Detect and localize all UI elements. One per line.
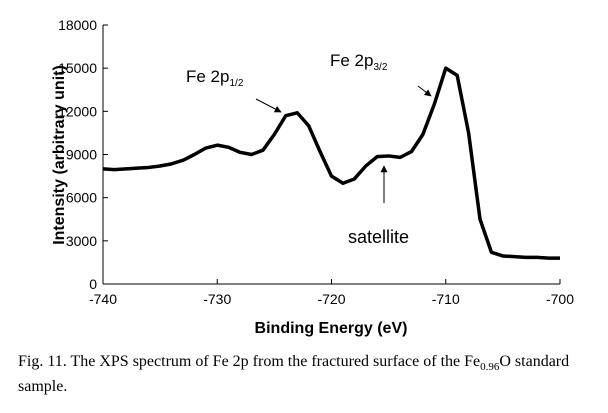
x-tick-label: -710	[432, 291, 460, 307]
chart: Intensity (arbitrary unit) Binding Energ…	[51, 17, 574, 337]
annotation: satellite	[348, 227, 409, 247]
y-tick-label: 3000	[66, 233, 97, 249]
y-tick-label: 9000	[66, 147, 97, 163]
x-tick-label: -720	[317, 291, 345, 307]
y-tick-label: 6000	[66, 190, 97, 206]
caption-subscript: 0.96	[480, 361, 500, 374]
annotation-subscript: 3/2	[373, 62, 387, 73]
y-tick-label: 15000	[58, 60, 97, 76]
annotation-text: Fe 2p	[330, 51, 373, 70]
annotation-arrow	[255, 98, 282, 113]
caption: Fig. 11. The XPS spectrum of Fe 2p from …	[18, 352, 603, 397]
annotation: Fe 2p1/2	[186, 67, 244, 89]
data-line	[102, 66, 560, 260]
x-axis-label: Binding Energy (eV)	[255, 320, 408, 337]
caption-text: Fig. 11. The XPS spectrum of Fe 2p from …	[18, 353, 481, 370]
annotation-subscript: 1/2	[229, 78, 243, 89]
x-tick-label: -700	[546, 291, 574, 307]
y-tick-label: 0	[89, 276, 97, 292]
annotation: Fe 2p3/2	[330, 51, 388, 73]
y-axis-label: Intensity (arbitrary unit)	[51, 65, 68, 245]
y-tick-label: 18000	[58, 17, 97, 33]
annotation-text: Fe 2p	[186, 67, 229, 86]
x-tick-label: -740	[89, 291, 117, 307]
annotation-arrow	[417, 85, 432, 97]
caption-text: O standard sample.	[18, 353, 570, 396]
x-tick-label: -730	[203, 291, 231, 307]
y-tick-label: 12000	[58, 103, 97, 119]
